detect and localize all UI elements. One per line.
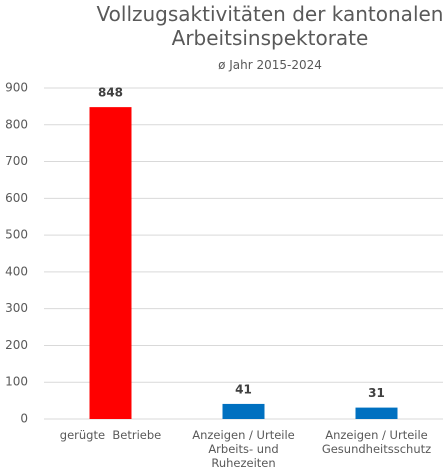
y-tick-label: 600 <box>5 191 28 205</box>
chart-subtitle: ø Jahr 2015-2024 <box>218 58 322 72</box>
y-tick-label: 900 <box>5 81 28 95</box>
x-tick-label: Anzeigen / Urteile Arbeits- und Ruhezeit… <box>192 428 299 470</box>
y-tick-label: 0 <box>20 412 28 426</box>
y-tick-label: 700 <box>5 154 28 168</box>
value-label: 848 <box>98 86 123 100</box>
chart-title: Vollzugsaktivitäten der kantonalen Arbei… <box>96 2 444 50</box>
bar <box>89 107 132 419</box>
bar <box>222 403 265 419</box>
y-tick-label: 400 <box>5 264 28 278</box>
x-tick-label: Anzeigen / Urteile Gesundheitsschutz <box>321 428 432 456</box>
y-tick-label: 800 <box>5 117 28 131</box>
y-tick-label: 200 <box>5 338 28 352</box>
x-tick-label: gerügte Betriebe <box>59 428 162 442</box>
y-tick-label: 300 <box>5 301 28 315</box>
bar <box>355 407 398 419</box>
y-tick-label: 500 <box>5 228 28 242</box>
value-label: 41 <box>235 382 252 396</box>
value-label: 31 <box>368 386 385 400</box>
y-tick-label: 100 <box>5 375 28 389</box>
